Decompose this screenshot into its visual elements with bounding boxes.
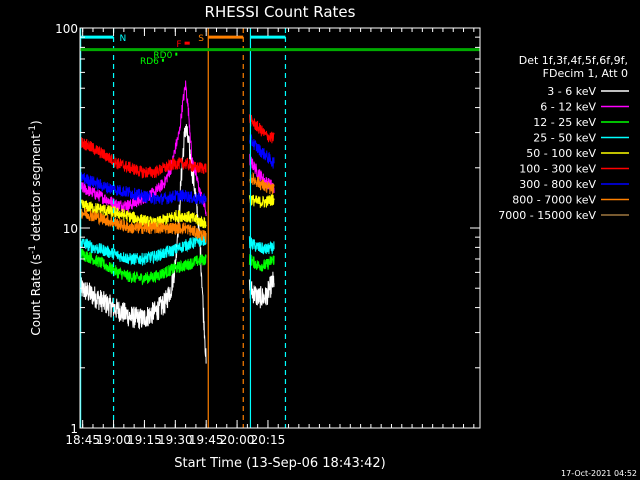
series-1	[80, 124, 275, 364]
series-6-segment-2	[248, 114, 275, 144]
x-tick-label-3: 19:15	[127, 433, 162, 447]
legend: Det 1f,3f,4f,5f,6f,9f,FDecim 1, Att 0 3 -…	[498, 54, 629, 222]
y-tick-label-2: 10	[63, 222, 78, 236]
x-axis-label: Start Time (13-Sep-06 18:43:42)	[174, 456, 385, 471]
legend-header-1: Det 1f,3f,4f,5f,6f,9f,	[519, 54, 628, 67]
x-tick-label-1: 18:45	[65, 433, 100, 447]
series-1-segment-1	[80, 124, 207, 364]
x-tick-label-4: 19:30	[158, 433, 193, 447]
y-axis-label: Count Rate (s-1 detector segment-1)	[28, 120, 43, 335]
series-3-segment-1	[80, 246, 207, 286]
y-tick-label-3: 100	[55, 22, 78, 36]
series-5-segment-2	[248, 194, 275, 209]
legend-label-4: 25 - 50 keV	[533, 132, 596, 145]
marker-F-label: F	[176, 40, 181, 50]
y-tick-label-1: 1	[70, 422, 78, 436]
series-4	[80, 233, 275, 267]
legend-label-6: 100 - 300 keV	[519, 163, 596, 176]
legend-label-1: 3 - 6 keV	[547, 85, 596, 98]
legend-label-2: 6 - 12 keV	[540, 101, 596, 114]
marker-RD6-label: RD6	[140, 57, 159, 67]
series-7-segment-1	[80, 172, 207, 205]
series-8	[80, 171, 275, 243]
x-tick-label-7: 20:15	[251, 433, 286, 447]
marker-RD0-label: RD0	[153, 51, 172, 61]
x-tick-label-5: 19:45	[189, 433, 224, 447]
series-5	[80, 194, 275, 230]
legend-label-7: 300 - 800 keV	[519, 178, 596, 191]
y-axis-label-part1: Count Rate (s	[29, 254, 43, 336]
y-axis-label-sup1: -1	[28, 245, 38, 254]
series-7-segment-2	[248, 134, 275, 169]
legend-label-5: 50 - 100 keV	[526, 147, 596, 160]
series-6	[80, 114, 275, 179]
series-8-segment-1	[80, 208, 207, 243]
legend-label-9: 7000 - 15000 keV	[498, 209, 596, 222]
series-1-segment-2	[248, 271, 275, 309]
y-axis-label-part2: detector segment	[29, 134, 43, 245]
series-3	[80, 246, 275, 286]
series-5-segment-1	[80, 199, 207, 230]
legend-label-8: 800 - 7000 keV	[512, 194, 596, 207]
x-tick-label-6: 20:00	[220, 433, 255, 447]
series-2-segment-1	[80, 80, 207, 217]
chart-title: RHESSI Count Rates	[205, 3, 356, 21]
x-tick-label-2: 19:00	[96, 433, 131, 447]
series-4-segment-1	[80, 233, 207, 267]
y-axis-label-part3: )	[29, 120, 43, 125]
interval-label-N: N	[120, 34, 127, 44]
series-6-segment-1	[80, 136, 207, 179]
series-4-segment-2	[248, 236, 275, 255]
series-8-segment-2	[249, 171, 275, 195]
series-3-segment-2	[248, 253, 275, 272]
y-axis-label-sup2: -1	[28, 125, 38, 134]
timestamp: 17-Oct-2021 04:52	[561, 469, 637, 478]
legend-header-2: FDecim 1, Att 0	[543, 67, 628, 80]
interval-label-S: S	[198, 34, 204, 44]
series-7	[80, 134, 275, 205]
legend-label-3: 12 - 25 keV	[533, 116, 596, 129]
